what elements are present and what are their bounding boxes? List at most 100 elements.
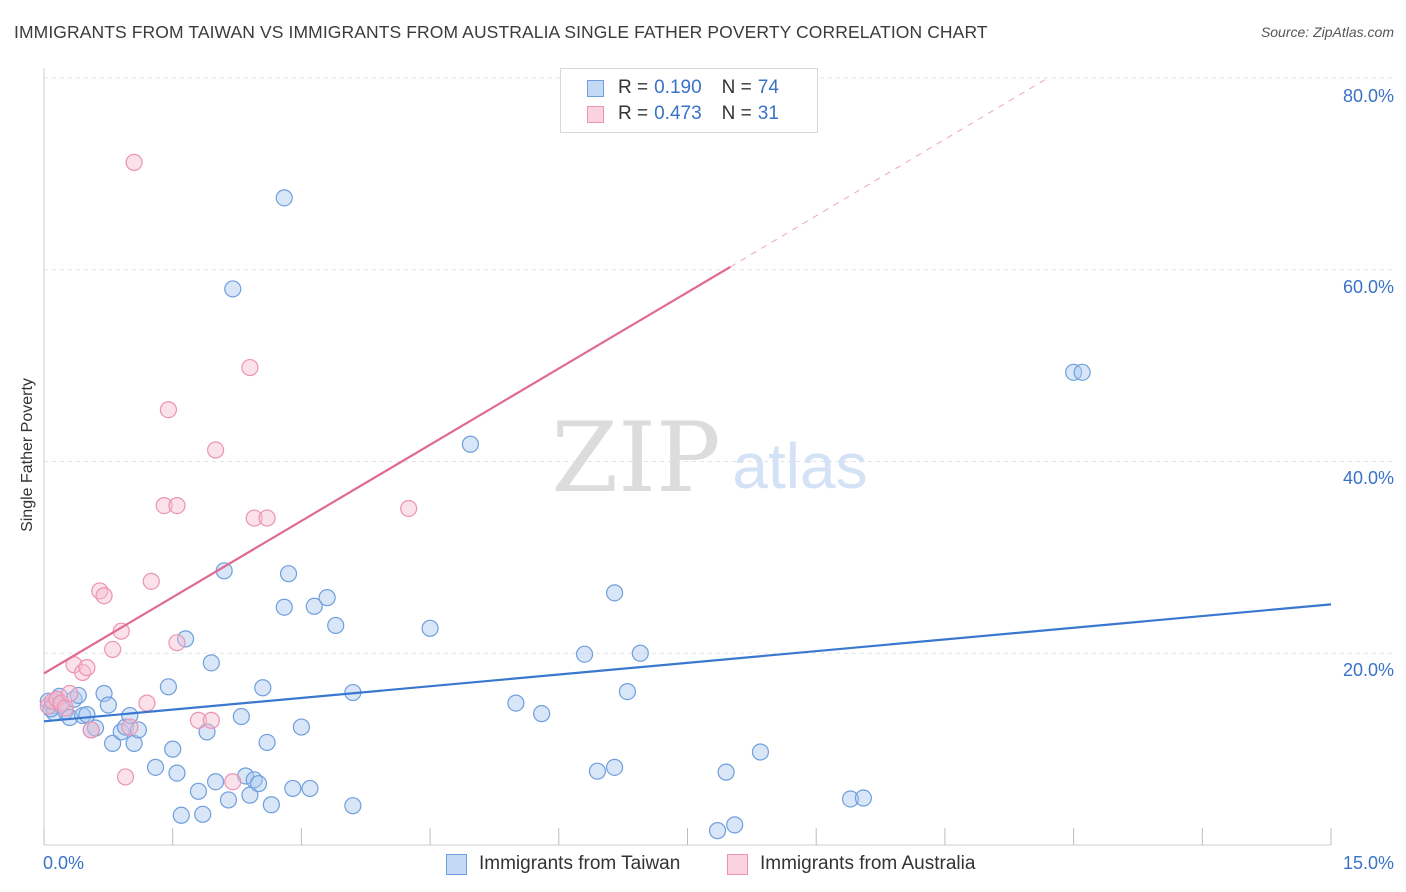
taiwan-swatch (587, 79, 604, 97)
y-axis-label: Single Father Poverty (19, 378, 36, 532)
taiwan-point (631, 644, 649, 662)
bottom-legend-taiwan: Immigrants from Taiwan (446, 851, 680, 877)
taiwan-point (172, 806, 190, 824)
y-tick-label: 80.0% (1342, 86, 1394, 106)
axes (43, 68, 1332, 846)
taiwan-point (726, 816, 744, 834)
taiwan-point (159, 678, 178, 696)
australia-point (142, 572, 160, 590)
australia-point (125, 153, 143, 171)
australia-point (121, 718, 139, 736)
taiwan-point (202, 654, 220, 672)
australia-n-value: 31 (757, 103, 779, 124)
taiwan-point (301, 779, 319, 798)
taiwan-point (344, 797, 362, 815)
chart-title: IMMIGRANTS FROM TAIWAN VS IMMIGRANTS FRO… (14, 22, 988, 42)
taiwan-point (588, 762, 607, 780)
australia-swatch (727, 853, 748, 875)
legend-row-australia: R = 0.473 N = 31 (587, 101, 779, 127)
taiwan-point (618, 682, 637, 701)
australia-r-value: 0.473 (654, 103, 702, 124)
taiwan-point (232, 707, 250, 726)
australia-point (61, 684, 79, 703)
taiwan-point (327, 616, 345, 635)
australia-point (155, 497, 173, 515)
taiwan-point (284, 779, 302, 798)
taiwan-point (189, 782, 208, 800)
bottom-legend-australia: Immigrants from Australia (727, 851, 975, 877)
taiwan-point (305, 597, 323, 615)
taiwan-point (99, 696, 117, 714)
australia-point (258, 509, 276, 527)
taiwan-point (461, 435, 480, 453)
australia-point (95, 587, 113, 605)
watermark: ZIP atlas (551, 402, 867, 514)
taiwan-n-value: 74 (757, 77, 779, 98)
watermark-atlas: atlas (732, 430, 867, 502)
watermark-zip: ZIP (551, 402, 720, 514)
australia-point (116, 768, 135, 786)
australia-trend-line (43, 265, 731, 675)
australia-trend-extension (730, 77, 1049, 268)
taiwan-point (318, 589, 336, 607)
australia-point (104, 640, 122, 659)
australia-point (400, 499, 418, 518)
taiwan-point (1073, 363, 1091, 381)
r-label: R = (618, 77, 649, 98)
taiwan-point (168, 764, 186, 782)
taiwan-point (275, 598, 293, 616)
taiwan-point (854, 789, 872, 807)
taiwan-point (249, 775, 268, 793)
taiwan-point (164, 740, 182, 758)
taiwan-trend-line (43, 603, 1332, 723)
australia-point (224, 773, 242, 791)
taiwan-point (194, 805, 212, 823)
taiwan-point (224, 280, 242, 298)
taiwan-point (533, 705, 551, 723)
taiwan-point (292, 718, 310, 736)
taiwan-point (751, 743, 770, 761)
australia-points (39, 153, 418, 791)
australia-point (245, 509, 263, 527)
taiwan-point (279, 565, 298, 583)
taiwan-point (146, 758, 165, 776)
correlation-legend: R = 0.190 N = 74 R = 0.473 N = 31 (560, 68, 818, 133)
taiwan-points (39, 189, 1091, 840)
taiwan-point (507, 694, 525, 712)
taiwan-swatch (446, 853, 467, 875)
australia-point (207, 441, 225, 459)
australia-point (189, 711, 208, 729)
taiwan-point (176, 630, 195, 648)
australia-point (82, 721, 100, 739)
y-tick-label: 60.0% (1342, 277, 1394, 297)
taiwan-point (219, 791, 238, 809)
australia-point (138, 694, 156, 712)
taiwan-point (262, 796, 280, 814)
taiwan-point (258, 733, 276, 752)
y-tick-label: 20.0% (1342, 660, 1394, 680)
n-label: N = (721, 103, 752, 124)
taiwan-point (575, 645, 594, 663)
australia-legend-label: Immigrants from Australia (760, 853, 976, 874)
australia-point (202, 711, 220, 729)
taiwan-point (708, 822, 727, 840)
taiwan-point (605, 758, 624, 776)
x-tick-label-max: 15.0% (1342, 853, 1394, 873)
n-label: N = (721, 77, 752, 98)
australia-point (78, 659, 96, 677)
taiwan-point (605, 584, 624, 602)
taiwan-point (125, 734, 143, 752)
taiwan-legend-label: Immigrants from Taiwan (479, 853, 681, 874)
taiwan-point (841, 790, 860, 808)
australia-point (159, 401, 178, 419)
taiwan-point (717, 763, 735, 781)
taiwan-point (275, 189, 293, 207)
australia-point (56, 699, 75, 717)
legend-row-taiwan: R = 0.190 N = 74 (587, 75, 779, 101)
taiwan-point (104, 734, 122, 752)
y-tick-label: 40.0% (1342, 468, 1394, 488)
australia-point (168, 497, 186, 515)
source-label: Source: ZipAtlas.com (1260, 24, 1394, 40)
taiwan-point (254, 679, 272, 697)
